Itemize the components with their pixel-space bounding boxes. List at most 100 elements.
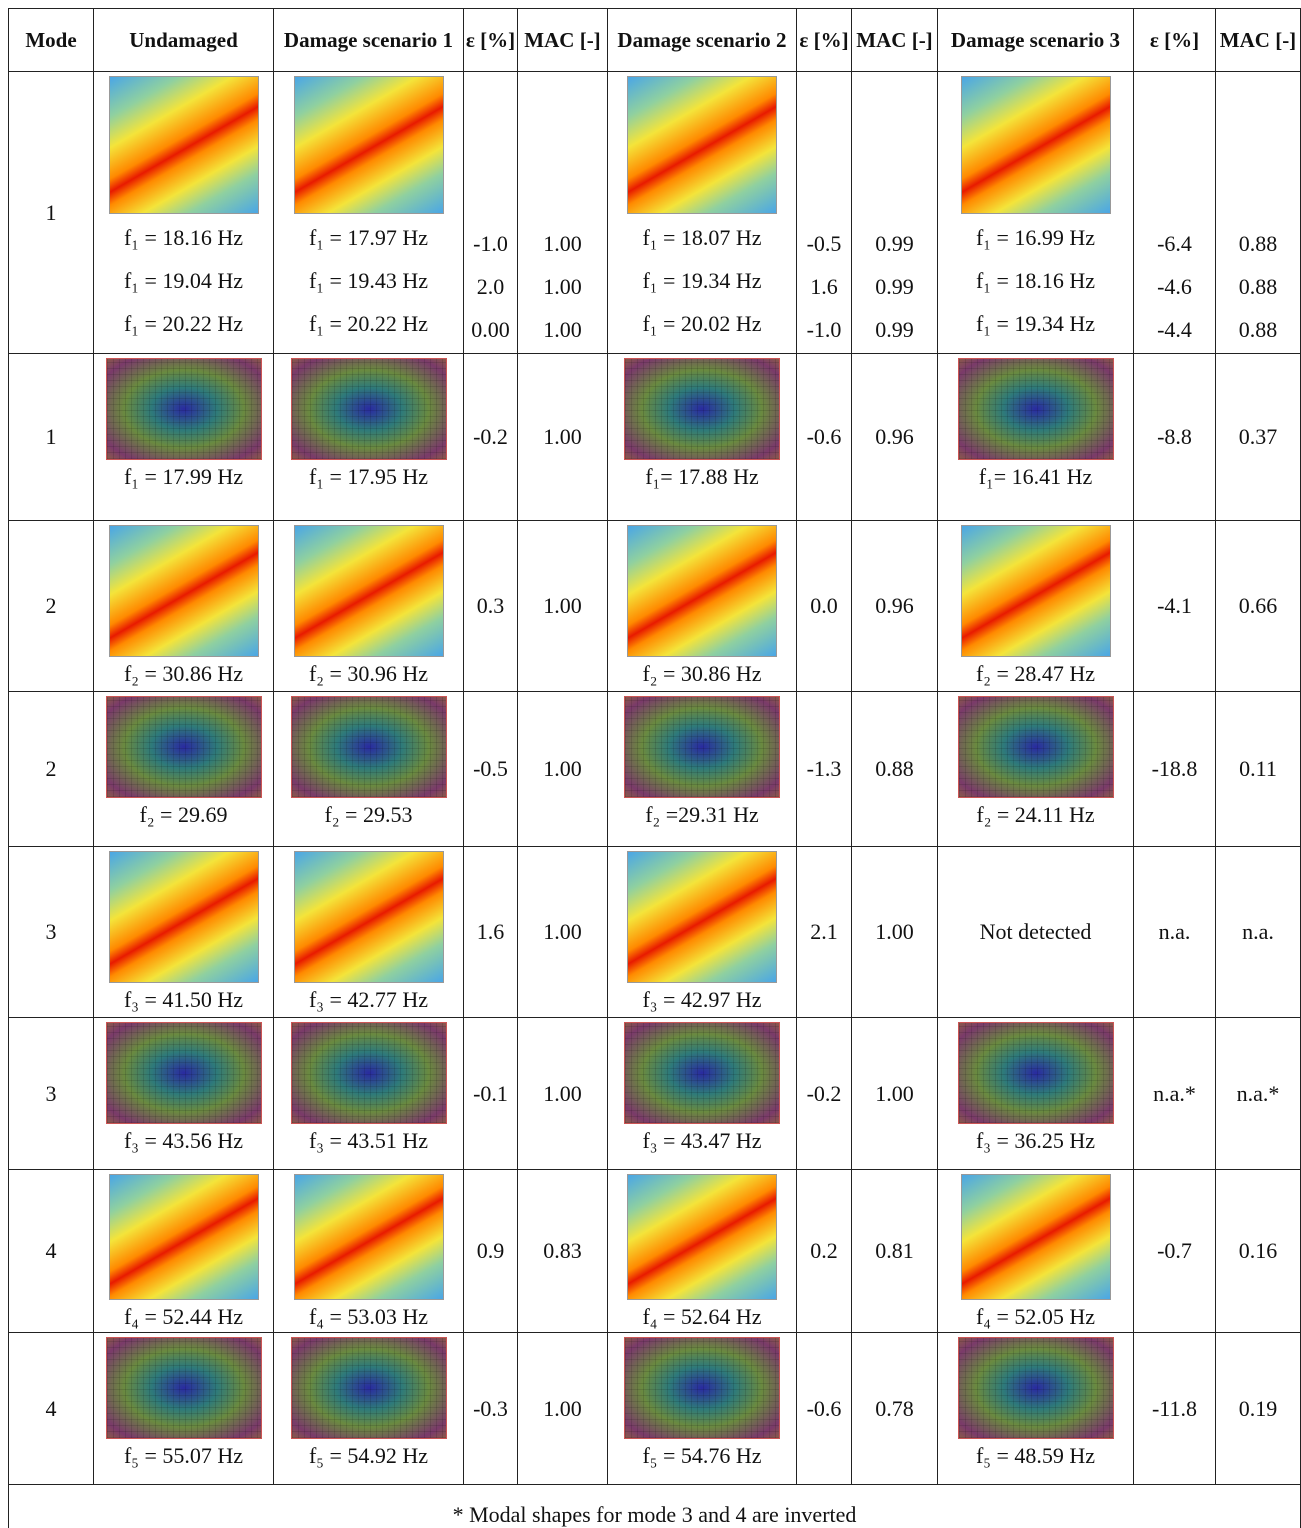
cell-text: n.a.* xyxy=(1216,1081,1300,1107)
table-cell: f₁= 17.88 Hz xyxy=(608,354,797,521)
table-cell: -8.8 xyxy=(1134,354,1216,521)
table-cell: -6.4-4.6-4.4 xyxy=(1134,72,1216,354)
cell-text: -0.5 xyxy=(797,222,851,265)
cell-text: f₃ = 42.77 Hz xyxy=(274,985,463,1015)
table-cell: f₃ = 43.47 Hz xyxy=(608,1018,797,1170)
table-cell: 1.00 xyxy=(518,521,608,692)
table-cell: 2 xyxy=(9,521,94,692)
cell-text: f₂ = 29.53 xyxy=(274,800,463,830)
fe-mode-shape xyxy=(961,1174,1111,1300)
cell-text: n.a. xyxy=(1134,919,1215,945)
cell-text: f₄ = 53.03 Hz xyxy=(274,1302,463,1332)
table-cell: 1.6 xyxy=(464,847,518,1018)
header-cell: MAC [-] xyxy=(518,9,608,72)
cell-text: f₁ = 19.04 Hz xyxy=(94,259,273,302)
table-cell: f₂ = 29.69 xyxy=(94,692,274,847)
cell-text: f₁ = 19.34 Hz xyxy=(938,302,1133,345)
table-cell: -11.8 xyxy=(1134,1333,1216,1485)
table-cell: 0.81 xyxy=(852,1170,938,1333)
table-cell: -0.6 xyxy=(797,354,852,521)
cell-text: 0.3 xyxy=(464,593,517,619)
cell-text: f₁= 17.88 Hz xyxy=(608,462,796,492)
table-cell: 0.66 xyxy=(1216,521,1301,692)
cell-text: f₅ = 48.59 Hz xyxy=(938,1441,1133,1471)
table-cell: 0.11 xyxy=(1216,692,1301,847)
cell-text: 1.00 xyxy=(518,424,607,450)
table-cell: 1.00 xyxy=(518,1333,608,1485)
cell-text: f₁ = 17.97 Hz xyxy=(274,216,463,259)
cell-text: Not detected xyxy=(938,919,1133,945)
table-cell: f₁ = 17.95 Hz xyxy=(274,354,464,521)
header-cell: ε [%] xyxy=(797,9,852,72)
table-cell: 0.96 xyxy=(852,354,938,521)
cell-text: 0.78 xyxy=(852,1396,937,1422)
header-cell: Undamaged xyxy=(94,9,274,72)
table-cell: 1.00 xyxy=(518,847,608,1018)
table-cell: 0.83 xyxy=(518,1170,608,1333)
table-cell: f₃ = 43.56 Hz xyxy=(94,1018,274,1170)
table-cell: f₅ = 54.92 Hz xyxy=(274,1333,464,1485)
table-cell: 0.2 xyxy=(797,1170,852,1333)
table-cell: f₂ =29.31 Hz xyxy=(608,692,797,847)
cell-text: f₂ =29.31 Hz xyxy=(608,800,796,830)
exp-mode-shape xyxy=(106,696,262,798)
cell-text: 0.19 xyxy=(1216,1396,1300,1422)
header-cell: Damage scenario 1 xyxy=(274,9,464,72)
table-cell: f₂ = 29.53 xyxy=(274,692,464,847)
cell-text: -0.2 xyxy=(797,1081,851,1107)
fe-mode-shape xyxy=(627,525,777,657)
table-cell: 0.0 xyxy=(797,521,852,692)
fe-mode-shape xyxy=(961,76,1111,214)
cell-text: -8.8 xyxy=(1134,424,1215,450)
header-cell: Damage scenario 2 xyxy=(608,9,797,72)
cell-text: 3 xyxy=(9,1081,93,1107)
fe-mode-shape xyxy=(109,76,259,214)
cell-text: 0.0 xyxy=(797,593,851,619)
footnote: * Modal shapes for mode 3 and 4 are inve… xyxy=(9,1485,1301,1528)
cell-text: 0.99 xyxy=(852,308,937,351)
table-cell: f₄ = 52.05 Hz xyxy=(938,1170,1134,1333)
cell-text: 1.00 xyxy=(518,593,607,619)
table-cell: -0.2 xyxy=(464,354,518,521)
cell-text: 0.99 xyxy=(852,265,937,308)
table-cell: -0.5 xyxy=(464,692,518,847)
exp-mode-shape xyxy=(958,696,1114,798)
table-cell: 1.00 xyxy=(518,1018,608,1170)
cell-text: 0.2 xyxy=(797,1238,851,1264)
table-cell: -0.7 xyxy=(1134,1170,1216,1333)
cell-text: f₄ = 52.05 Hz xyxy=(938,1302,1133,1332)
cell-text: 0.88 xyxy=(1216,308,1300,351)
cell-text: f₁= 16.41 Hz xyxy=(938,462,1133,492)
cell-text: 2.1 xyxy=(797,919,851,945)
cell-text: f₂ = 30.96 Hz xyxy=(274,659,463,689)
table-cell: f₃ = 42.97 Hz xyxy=(608,847,797,1018)
header-cell: Mode xyxy=(9,9,94,72)
cell-text: -1.3 xyxy=(797,756,851,782)
cell-text: -0.1 xyxy=(464,1081,517,1107)
table-cell: 1 xyxy=(9,354,94,521)
cell-text: f₃ = 42.97 Hz xyxy=(608,985,796,1015)
table-cell: f₂ = 24.11 Hz xyxy=(938,692,1134,847)
cell-text: 1.00 xyxy=(852,1081,937,1107)
cell-text: f₂ = 29.69 xyxy=(94,800,273,830)
table-cell: 1.00 xyxy=(852,1018,938,1170)
table-cell: 2 xyxy=(9,692,94,847)
footnote-row: * Modal shapes for mode 3 and 4 are inve… xyxy=(9,1485,1301,1528)
cell-text: f₄ = 52.64 Hz xyxy=(608,1302,796,1332)
cell-text: -11.8 xyxy=(1134,1396,1215,1422)
table-cell: 3 xyxy=(9,847,94,1018)
cell-text: f₁ = 16.99 Hz xyxy=(938,216,1133,259)
exp-mode-shape xyxy=(291,358,447,460)
table-cell: 0.3 xyxy=(464,521,518,692)
cell-text: f₁ = 18.16 Hz xyxy=(938,259,1133,302)
table-cell: 0.96 xyxy=(852,521,938,692)
cell-text: 0.96 xyxy=(852,593,937,619)
table-cell: 0.19 xyxy=(1216,1333,1301,1485)
fe-mode-shape xyxy=(294,76,444,214)
cell-text: 1 xyxy=(9,191,93,234)
